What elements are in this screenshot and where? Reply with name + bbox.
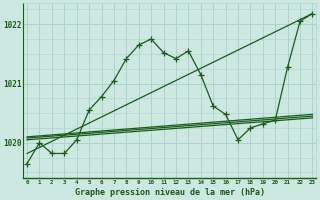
X-axis label: Graphe pression niveau de la mer (hPa): Graphe pression niveau de la mer (hPa)	[75, 188, 265, 197]
